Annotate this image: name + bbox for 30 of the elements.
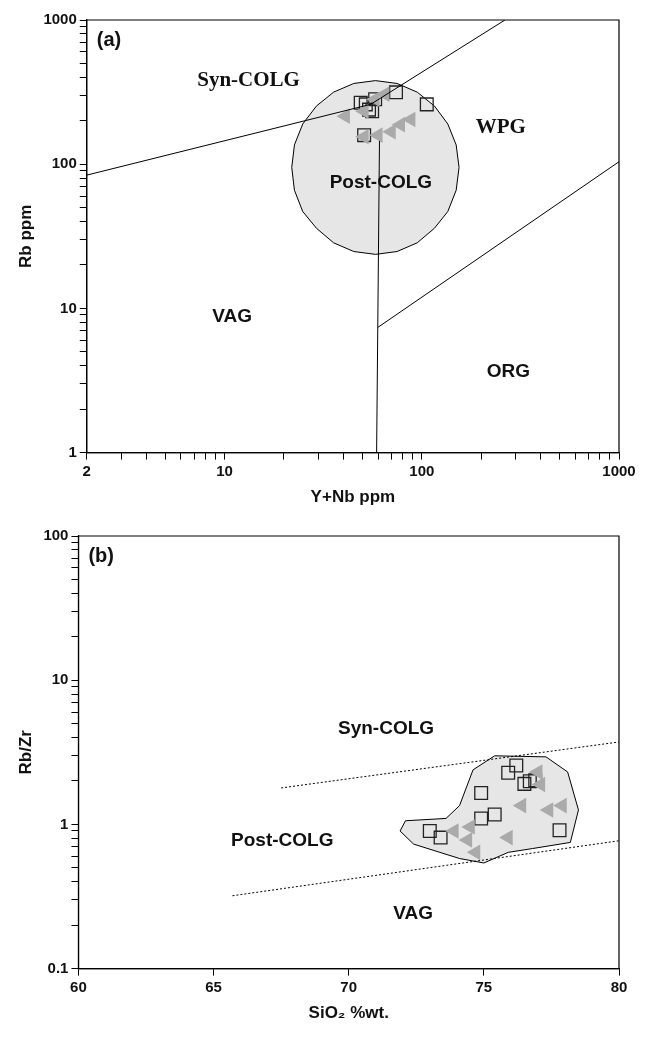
x-tick-label: 75 [475, 977, 493, 995]
annotation: Syn-COLG [337, 716, 435, 738]
x-tick-label: 80 [610, 977, 628, 995]
annotation: VAG [393, 902, 433, 924]
annotation: ORG [486, 360, 530, 382]
y-axis-title: Rb ppm [15, 204, 35, 268]
y-tick-label: 10 [51, 670, 69, 688]
x-tick-label: 10 [216, 461, 233, 479]
chart-title: (b) [88, 543, 114, 566]
x-tick-label: 70 [340, 977, 358, 995]
y-tick-label: 1 [68, 442, 77, 460]
x-tick-label: 100 [409, 461, 435, 479]
x-axis-title: SiO₂ %wt. [308, 1003, 389, 1023]
y-axis-title: Rb/Zr [15, 729, 35, 775]
y-tick-label: 1 [60, 814, 69, 832]
annotation: Syn-COLG [197, 67, 300, 92]
y-tick-label: 10 [60, 298, 77, 316]
x-tick-label: 2 [82, 461, 91, 479]
y-tick-label: 100 [43, 526, 69, 544]
x-tick-label: 65 [205, 977, 222, 995]
annotation: WPG [475, 114, 526, 139]
y-tick-label: 0.1 [47, 958, 69, 976]
annotation: Post-COLG [231, 828, 334, 850]
x-axis-title: Y+Nb ppm [310, 487, 396, 507]
y-tick-label: 1000 [43, 10, 77, 28]
y-tick-label: 100 [51, 154, 77, 172]
chart-title: (a) [96, 27, 122, 50]
x-tick-label: 60 [70, 977, 87, 995]
x-tick-label: 1000 [602, 461, 636, 479]
annotation: VAG [212, 305, 252, 326]
